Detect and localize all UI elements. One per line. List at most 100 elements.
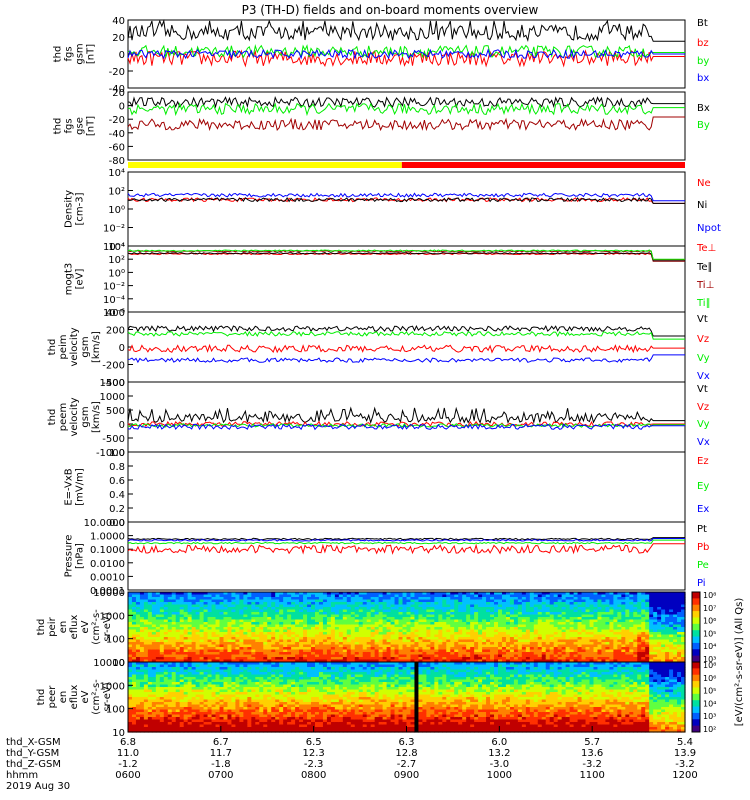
y-axis-label: eV — [80, 620, 91, 633]
colorbar-swatch — [692, 656, 700, 663]
panels: 40200-20-40thd fgs gsm [nT]Btbzbybx200-20-4… — [36, 0, 745, 739]
y-axis-label: velocity — [69, 397, 80, 436]
panel-fgs_gse: 200-20-40-60-80thdfgsgse[nT]BxByBz — [53, 0, 710, 167]
panel-density: 10⁴10²10⁰10⁻²10⁻⁴Density [cm-3]NeNiNpot — [64, 168, 721, 253]
y-axis-label: [mV/m] — [75, 468, 86, 506]
y-tick-label: 400 — [106, 308, 125, 319]
y-axis-label: Density — [64, 190, 75, 228]
y-tick-label: 200 — [106, 326, 125, 337]
y-tick-label: 10000 — [93, 588, 125, 599]
y-tick-label: 0.0100 — [90, 559, 125, 570]
series-Bt — [128, 21, 685, 41]
colorbar: 10⁸10⁷10⁶10⁵10⁴10³ — [692, 591, 716, 664]
y-axis-label: gsm — [80, 336, 91, 357]
figure-title: P3 (TH-D) fields and on-board moments ov… — [242, 3, 539, 17]
y-tick-label: 1000 — [100, 392, 125, 403]
legend-Bz: Bz — [697, 0, 709, 3]
y-axis-label: gsm — [80, 406, 91, 427]
y-axis-label: peem — [58, 403, 69, 431]
y-axis-label: gse — [75, 117, 86, 135]
legend-Bt: Bt — [697, 18, 708, 29]
y-axis-label: thd — [47, 339, 58, 356]
panel-frame — [128, 172, 685, 246]
y-axis-label: [km/s] — [91, 401, 102, 433]
y-tick-label: 1.0000 — [90, 532, 125, 543]
y-tick-label: -60 — [109, 142, 125, 153]
panel-fgs_gsm: 40200-20-40thd fgs gsm [nT]Btbzbybx — [53, 16, 710, 95]
y-tick-label: 10⁰ — [108, 268, 125, 279]
y-tick-label: 0 — [119, 343, 125, 354]
y-axis-label: en — [58, 621, 69, 634]
legend-Vz: Vz — [697, 402, 709, 413]
y-tick-label: 0.4 — [109, 490, 125, 501]
y-axis-label: sr-eV) — [102, 612, 113, 641]
colorbar-tick-label: 10⁴ — [703, 642, 716, 651]
colorbar-swatch — [692, 643, 700, 650]
y-axis-label: thd — [53, 118, 64, 135]
y-axis-label: velocity — [69, 327, 80, 366]
series-Bx — [128, 97, 685, 107]
y-tick-label: 1.0 — [109, 448, 125, 459]
y-axis-label: [eV] — [75, 269, 86, 290]
legend-Ti⊥: Ti⊥ — [696, 280, 714, 291]
legend-Ti∥: Ti∥ — [696, 298, 711, 309]
legend-Ey: Ey — [697, 481, 709, 492]
y-tick-label: 0 — [119, 420, 125, 431]
y-tick-label: 0.2 — [109, 504, 125, 515]
panel-pressure: 10.00001.00000.10000.01000.00100.0001Pre… — [64, 518, 710, 597]
legend-Pi: Pi — [697, 578, 706, 589]
y-axis-label: thd — [47, 409, 58, 426]
colorbar-swatch — [692, 592, 700, 599]
legend-Te∥: Te∥ — [696, 262, 713, 273]
colorbar-tick-label: 10⁵ — [703, 629, 716, 638]
series-Te⊥ — [128, 253, 685, 261]
colorbar-tick-label: 10⁸ — [703, 591, 716, 600]
legend-Pt: Pt — [697, 524, 707, 535]
legend-By: By — [697, 120, 710, 131]
series-Vz — [128, 345, 685, 352]
y-axis-label: peim — [58, 334, 69, 359]
y-axis-label: [nPa] — [75, 543, 86, 569]
y-axis-label: (cm²-s- — [91, 609, 102, 645]
series-Vt — [128, 408, 685, 423]
colorbar-swatch — [692, 649, 700, 656]
colorbar-swatch — [692, 605, 700, 612]
legend-Pb: Pb — [697, 542, 709, 553]
y-axis-label: [nT] — [86, 44, 97, 64]
overview-figure: P3 (TH-D) fields and on-board moments ov… — [0, 0, 750, 800]
y-tick-label: 10² — [108, 255, 125, 266]
colorbar-swatch — [692, 617, 700, 624]
y-tick-label: 20 — [112, 33, 125, 44]
colorbar-swatch — [692, 637, 700, 644]
y-axis-label: eflux — [69, 615, 80, 640]
y-tick-label: 0.1000 — [90, 545, 125, 556]
y-tick-label: 10⁻² — [103, 282, 125, 293]
colorbar-tick-label: 10⁷ — [703, 604, 716, 613]
y-tick-label: 0.0010 — [90, 572, 125, 583]
panel-peem_velocity: 150010005000-500-1000thd peem velocity gsm[… — [47, 378, 710, 459]
y-tick-label: -20 — [109, 67, 125, 78]
legend-Te⊥: Te⊥ — [696, 243, 716, 254]
y-tick-label: 10⁴ — [108, 168, 125, 179]
y-tick-label: 10⁻² — [103, 224, 125, 235]
y-axis-label: fgs — [64, 118, 75, 133]
y-axis-label: peir — [47, 616, 58, 636]
y-axis-label: thd — [53, 46, 64, 63]
y-tick-label: 500 — [106, 406, 125, 417]
panel-efield: 1.00.80.60.40.20.0E=-VxB [mV/m]EzEyEx — [64, 448, 710, 529]
legend-Pe: Pe — [697, 560, 709, 571]
legend-by: by — [697, 56, 709, 67]
legend-Ez: Ez — [697, 456, 709, 467]
y-tick-label: -500 — [102, 434, 125, 445]
legend-Vx: Vx — [697, 371, 710, 382]
series-By — [128, 104, 685, 115]
panel-peim_velocity: 4002000-200-400thd peim velocity gsm [km/s]V… — [47, 308, 710, 389]
legend-Bx: Bx — [697, 103, 710, 114]
legend-Ex: Ex — [697, 504, 709, 515]
y-axis-label: gsm — [75, 43, 86, 64]
colorbar-swatch — [692, 598, 700, 605]
y-tick-label: 10⁻⁴ — [103, 295, 125, 306]
y-tick-label: 0 — [119, 102, 125, 113]
y-axis-label: fgs — [64, 46, 75, 61]
legend-Npot: Npot — [697, 223, 721, 234]
